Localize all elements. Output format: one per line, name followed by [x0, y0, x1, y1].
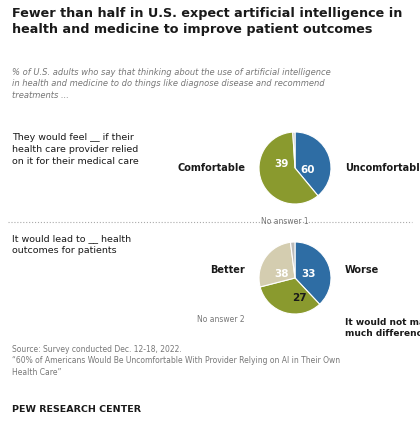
Wedge shape [260, 278, 320, 314]
Text: 60: 60 [300, 165, 315, 175]
Text: Worse: Worse [345, 265, 379, 275]
Text: Source: Survey conducted Dec. 12-18, 2022.
“60% of Americans Would Be Uncomforta: Source: Survey conducted Dec. 12-18, 202… [12, 345, 340, 377]
Text: 33: 33 [302, 269, 316, 279]
Text: It would not make
much difference: It would not make much difference [345, 318, 420, 338]
Text: They would feel __ if their
health care provider relied
on it for their medical : They would feel __ if their health care … [12, 133, 139, 165]
Wedge shape [293, 132, 295, 168]
Text: 38: 38 [274, 269, 289, 279]
Wedge shape [295, 242, 331, 304]
Text: 27: 27 [292, 293, 307, 303]
Text: Better: Better [210, 265, 245, 275]
Wedge shape [259, 132, 318, 204]
Wedge shape [295, 132, 331, 196]
Wedge shape [291, 242, 295, 278]
Text: Fewer than half in U.S. expect artificial intelligence in
health and medicine to: Fewer than half in U.S. expect artificia… [12, 7, 402, 36]
Text: No answer 1: No answer 1 [261, 217, 309, 226]
Text: No answer 2: No answer 2 [197, 315, 245, 324]
Text: Uncomfortable: Uncomfortable [345, 163, 420, 173]
Text: 39: 39 [274, 159, 289, 169]
Text: PEW RESEARCH CENTER: PEW RESEARCH CENTER [12, 405, 141, 414]
Text: % of U.S. adults who say that thinking about the use of artificial intelligence
: % of U.S. adults who say that thinking a… [12, 68, 331, 100]
Text: It would lead to __ health
outcomes for patients: It would lead to __ health outcomes for … [12, 234, 131, 255]
Text: Comfortable: Comfortable [177, 163, 245, 173]
Wedge shape [259, 242, 295, 287]
